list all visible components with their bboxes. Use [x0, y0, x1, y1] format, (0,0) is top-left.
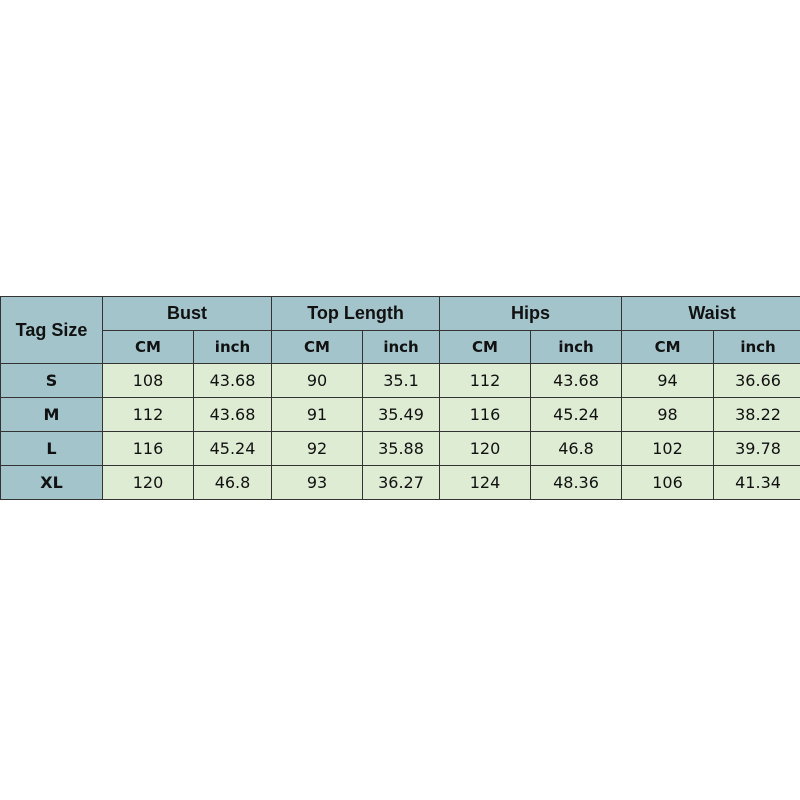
measurement-cell: 120 [102, 465, 194, 500]
measurement-cell: 112 [439, 363, 532, 398]
measurement-cell: 45.24 [193, 431, 272, 466]
measurement-cell: 35.88 [361, 431, 441, 466]
header-row-groups: Tag Size Bust Top Length Hips Waist [0, 296, 800, 364]
table-row: L 116 45.24 92 35.88 120 46.8 102 39.78 [0, 431, 800, 466]
measurement-cell: 102 [621, 431, 715, 466]
measurement-cell: 35.49 [361, 397, 441, 432]
measurement-cell: 106 [621, 465, 715, 500]
hips-header: Hips [439, 296, 623, 331]
size-label: L [0, 431, 103, 466]
measurement-cell: 93 [271, 465, 363, 500]
unit-header-inch: inch [530, 330, 623, 364]
header-row-units: CM inch CM inch CM inch CM inch [1, 330, 800, 364]
measurement-cell: 43.68 [193, 363, 272, 398]
measurement-cell: 41.34 [713, 465, 800, 500]
measurement-cell: 46.8 [193, 465, 272, 500]
measurement-cell: 36.27 [361, 465, 441, 500]
measurement-cell: 43.68 [193, 397, 272, 432]
measurement-cell: 45.24 [530, 397, 623, 432]
size-label: XL [0, 465, 103, 500]
measurement-cell: 112 [102, 397, 194, 432]
size-chart-table: Tag Size Bust Top Length Hips Waist CM i… [0, 296, 800, 500]
measurement-cell: 48.36 [530, 465, 623, 500]
measurement-cell: 120 [439, 431, 532, 466]
waist-header: Waist [621, 296, 800, 331]
table-row: XL 120 46.8 93 36.27 124 48.36 106 41.34 [0, 465, 800, 500]
measurement-cell: 108 [102, 363, 194, 398]
top-length-header: Top Length [270, 296, 441, 331]
size-label: M [0, 397, 103, 432]
tag-size-header: Tag Size [0, 296, 103, 364]
measurement-cell: 91 [271, 397, 363, 432]
unit-header-cm: CM [271, 330, 363, 364]
unit-header-inch: inch [193, 330, 272, 364]
measurement-cell: 92 [271, 431, 363, 466]
measurement-cell: 98 [621, 397, 715, 432]
measurement-cell: 38.22 [713, 397, 800, 432]
unit-header-inch: inch [361, 330, 441, 364]
measurement-cell: 43.68 [530, 363, 623, 398]
size-label: S [0, 363, 103, 398]
unit-header-inch: inch [713, 330, 800, 364]
measurement-cell: 116 [439, 397, 532, 432]
bust-header: Bust [102, 296, 272, 331]
unit-header-cm: CM [439, 330, 532, 364]
measurement-cell: 116 [102, 431, 194, 466]
measurement-cell: 39.78 [713, 431, 800, 466]
measurement-cell: 124 [439, 465, 532, 500]
measurement-cell: 90 [271, 363, 363, 398]
measurement-cell: 36.66 [713, 363, 800, 398]
table-row: M 112 43.68 91 35.49 116 45.24 98 38.22 [0, 397, 800, 432]
measurement-cell: 46.8 [530, 431, 623, 466]
table-row: S 108 43.68 90 35.1 112 43.68 94 36.66 [0, 363, 800, 398]
unit-header-cm: CM [621, 330, 715, 364]
measurement-cell: 35.1 [361, 363, 441, 398]
unit-header-cm: CM [102, 330, 194, 364]
measurement-cell: 94 [621, 363, 715, 398]
